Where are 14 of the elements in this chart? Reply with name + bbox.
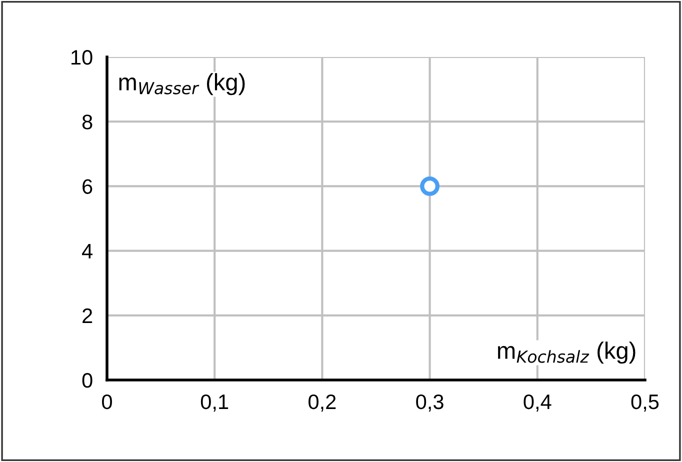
- x-tick-label: 0,4: [524, 394, 552, 412]
- y-tick-label: 2: [82, 308, 92, 323]
- x-tick-label: 0: [102, 394, 112, 410]
- x-tick-label: 0,3: [416, 394, 444, 412]
- y-tick-label: 10: [72, 50, 92, 65]
- y-tick-label: 4: [82, 244, 92, 258]
- x-tick-label: 0,5: [631, 394, 659, 412]
- y-tick-label: 6: [82, 179, 92, 194]
- x-tick-label: 0,2: [308, 394, 336, 412]
- y-tick-label: 0: [82, 373, 92, 388]
- x-axis-title: m$_{Kochsalz}$ (kg): [498, 342, 636, 364]
- y-axis-title: m$_{Wasser}$ (kg): [119, 73, 245, 96]
- x-tick-label: 0,1: [200, 394, 228, 412]
- y-tick-label: 8: [82, 114, 92, 130]
